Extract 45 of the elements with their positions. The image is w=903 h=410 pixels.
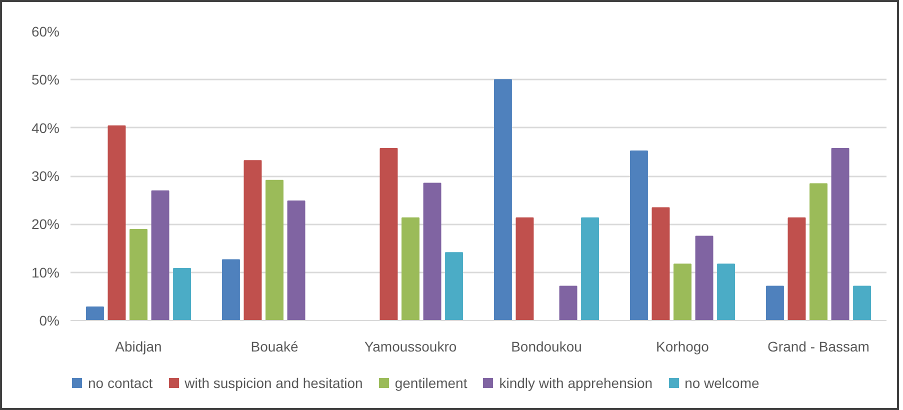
y-tick-label: 40% <box>31 120 60 136</box>
y-tick-label: 20% <box>31 216 60 232</box>
bar <box>173 268 192 320</box>
bar <box>831 148 850 320</box>
bar <box>766 286 784 320</box>
legend-label: kindly with apprehension <box>498 375 653 391</box>
bar <box>695 236 714 320</box>
bar <box>287 200 306 320</box>
y-tick-label: 60% <box>31 24 60 40</box>
legend-label: with suspicion and hesitation <box>184 375 363 391</box>
bar <box>717 264 736 320</box>
legend-label: no welcome <box>684 375 760 391</box>
x-tick-label: Bouaké <box>250 338 298 354</box>
x-tick-label: Yamoussoukro <box>364 338 457 354</box>
y-tick-label: 50% <box>31 72 60 88</box>
bar <box>86 306 104 320</box>
bar <box>652 207 670 320</box>
bar <box>244 160 262 320</box>
bar <box>494 79 512 320</box>
bar <box>810 183 828 320</box>
bar <box>266 180 284 320</box>
legend-label: no contact <box>87 375 153 391</box>
bar <box>151 190 170 320</box>
bar <box>130 228 148 320</box>
bar <box>516 217 534 320</box>
x-tick-label: Abidjan <box>115 338 162 354</box>
x-tick-label: Korhogo <box>656 338 710 354</box>
bar <box>222 259 240 320</box>
bar <box>445 252 464 320</box>
y-tick-label: 0% <box>39 312 60 328</box>
bar <box>423 182 442 320</box>
bar <box>788 217 806 320</box>
bar <box>559 286 578 320</box>
bar <box>402 217 420 320</box>
legend-label: gentilement <box>394 375 468 391</box>
bar <box>380 148 398 320</box>
x-tick-label: Bondoukou <box>511 338 582 354</box>
y-tick-label: 30% <box>31 168 60 184</box>
bar <box>674 264 692 320</box>
x-tick-label: Grand - Bassam <box>768 338 870 354</box>
y-tick-label: 10% <box>31 264 60 280</box>
bar <box>853 286 872 320</box>
bar <box>581 217 600 320</box>
bar <box>630 150 648 320</box>
bar <box>108 125 126 320</box>
